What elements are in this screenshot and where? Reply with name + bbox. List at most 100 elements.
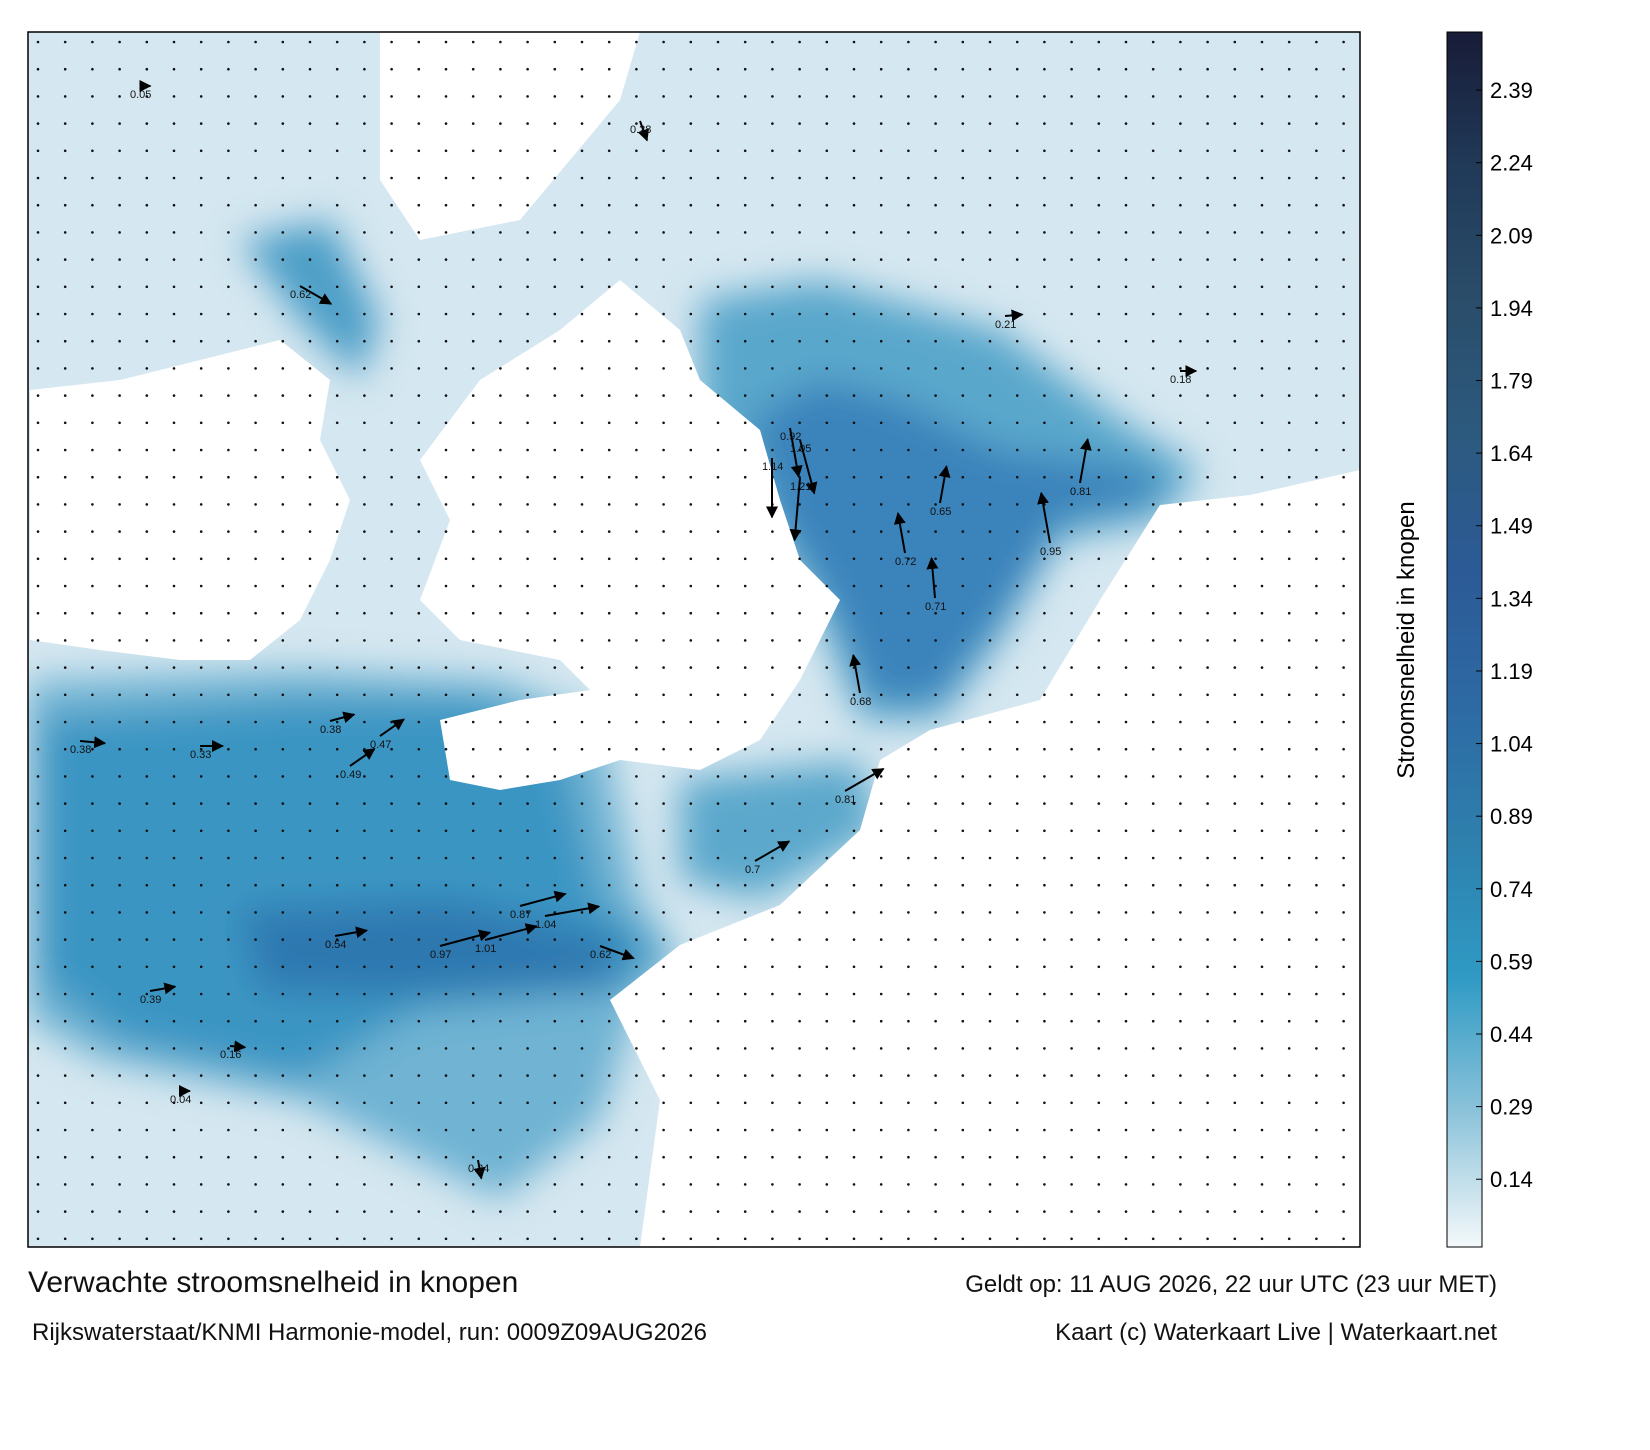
grid-dot: [879, 285, 883, 289]
grid-dot: [499, 829, 502, 833]
grid-dot: [199, 530, 203, 533]
grid-dot: [417, 40, 421, 44]
grid-dot: [308, 1237, 312, 1241]
grid-dot: [118, 339, 121, 343]
grid-dot: [607, 856, 611, 860]
grid-dot: [145, 203, 149, 207]
grid-dot: [553, 802, 557, 805]
grid-dot: [961, 938, 965, 941]
grid-dot: [36, 339, 40, 343]
grid-dot: [335, 829, 339, 833]
grid-dot: [1260, 992, 1264, 996]
grid-dot: [390, 258, 393, 261]
grid-dot: [526, 149, 529, 153]
grid-dot: [199, 475, 203, 479]
grid-dot: [1260, 911, 1264, 914]
grid-dot: [36, 911, 40, 914]
grid-dot: [580, 611, 584, 615]
grid-dot: [1233, 530, 1237, 533]
current-arrow: [849, 653, 862, 694]
grid-dot: [254, 720, 257, 724]
grid-dot: [1315, 1128, 1318, 1132]
grid-dot: [63, 1074, 67, 1077]
grid-dot: [172, 802, 176, 805]
grid-dot: [1206, 149, 1209, 153]
grid-dot: [526, 802, 529, 805]
grid-dot: [852, 1128, 856, 1132]
grid-dot: [1070, 1237, 1073, 1241]
grid-dot: [988, 394, 992, 397]
grid-dot: [1015, 992, 1019, 996]
grid-dot: [1015, 775, 1019, 778]
grid-dot: [118, 1019, 121, 1023]
grid-dot: [607, 639, 611, 642]
grid-dot: [363, 775, 366, 778]
grid-dot: [363, 747, 366, 751]
grid-dot: [689, 611, 693, 615]
grid-dot: [852, 1019, 856, 1023]
grid-dot: [471, 775, 475, 778]
grid-dot: [91, 122, 94, 125]
grid-dot: [417, 856, 421, 860]
grid-dot: [607, 394, 611, 397]
current-label: 0.47: [370, 739, 391, 751]
grid-dot: [335, 67, 339, 71]
grid-dot: [1015, 448, 1019, 452]
grid-dot: [879, 258, 883, 261]
current-label: 0.87: [510, 909, 531, 921]
grid-dot: [743, 1128, 747, 1132]
grid-dot: [36, 856, 40, 860]
grid-dot: [199, 557, 203, 561]
grid-dot: [1015, 394, 1019, 397]
grid-dot: [852, 992, 856, 996]
grid-dot: [1342, 149, 1345, 153]
grid-dot: [825, 1101, 829, 1105]
grid-dot: [1124, 1237, 1128, 1241]
grid-dot: [1179, 775, 1182, 778]
grid-dot: [471, 149, 475, 153]
grid-dot: [743, 40, 747, 44]
grid-dot: [1015, 829, 1019, 833]
grid-dot: [580, 95, 584, 98]
grid-dot: [118, 258, 121, 261]
grid-dot: [1287, 312, 1291, 316]
grid-dot: [771, 639, 774, 642]
grid-dot: [961, 720, 965, 724]
grid-dot: [635, 1183, 638, 1186]
grid-dot: [607, 720, 611, 724]
grid-dot: [1043, 475, 1046, 479]
grid-dot: [607, 1019, 611, 1023]
grid-dot: [36, 693, 40, 697]
grid-dot: [1206, 992, 1209, 996]
grid-dot: [716, 503, 720, 506]
grid-dot: [63, 611, 67, 615]
grid-dot: [36, 1074, 40, 1077]
grid-dot: [63, 285, 67, 289]
grid-dot: [1287, 1155, 1291, 1159]
grid-dot: [934, 992, 937, 996]
grid-dot: [36, 1019, 40, 1023]
grid-dot: [526, 1237, 529, 1241]
grid-dot: [444, 176, 448, 180]
grid-dot: [417, 1210, 421, 1213]
grid-dot: [662, 938, 665, 941]
grid-dot: [363, 1237, 366, 1241]
current-label: 0.24: [468, 1163, 489, 1175]
grid-dot: [335, 421, 339, 425]
grid-dot: [879, 747, 883, 751]
grid-dot: [363, 911, 366, 914]
grid-dot: [825, 1019, 829, 1023]
grid-dot: [471, 1210, 475, 1213]
grid-dot: [118, 367, 121, 370]
grid-dot: [1233, 1183, 1237, 1186]
grid-dot: [771, 339, 774, 343]
grid-dot: [607, 1183, 611, 1186]
grid-dot: [1315, 965, 1318, 969]
grid-dot: [988, 421, 992, 425]
grid-dot: [499, 122, 502, 125]
grid-dot: [662, 666, 665, 669]
grid-dot: [961, 992, 965, 996]
grid-dot: [63, 40, 67, 44]
grid-dot: [798, 67, 801, 71]
grid-dot: [798, 1155, 801, 1159]
